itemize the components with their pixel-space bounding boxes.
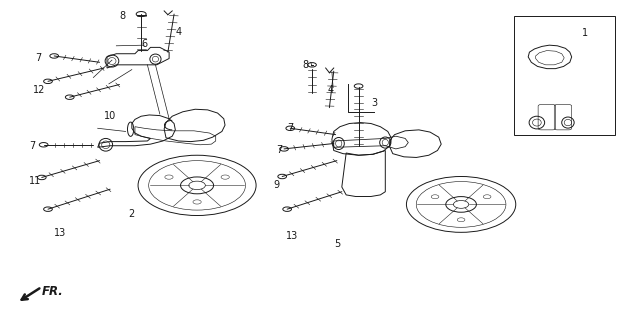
Text: 1: 1 [582,28,588,38]
Text: 7: 7 [276,146,283,156]
Text: 7: 7 [36,53,42,63]
Bar [514,16,615,135]
Text: 7: 7 [29,141,36,151]
Text: 10: 10 [104,111,116,121]
Text: 5: 5 [334,239,340,249]
Text: 12: 12 [32,85,45,95]
Text: 3: 3 [371,98,377,108]
Text: 8: 8 [303,60,309,70]
Text: 2: 2 [129,209,135,219]
Text: 6: 6 [141,39,147,49]
Text: 8: 8 [119,11,125,21]
Text: FR.: FR. [42,285,64,298]
Text: 9: 9 [273,180,280,190]
Text: 4: 4 [175,27,182,36]
Text: 11: 11 [29,176,42,186]
Text: 13: 13 [54,228,67,238]
Text: 13: 13 [286,231,298,241]
Text: 4: 4 [328,85,334,95]
Text: 7: 7 [287,123,293,133]
